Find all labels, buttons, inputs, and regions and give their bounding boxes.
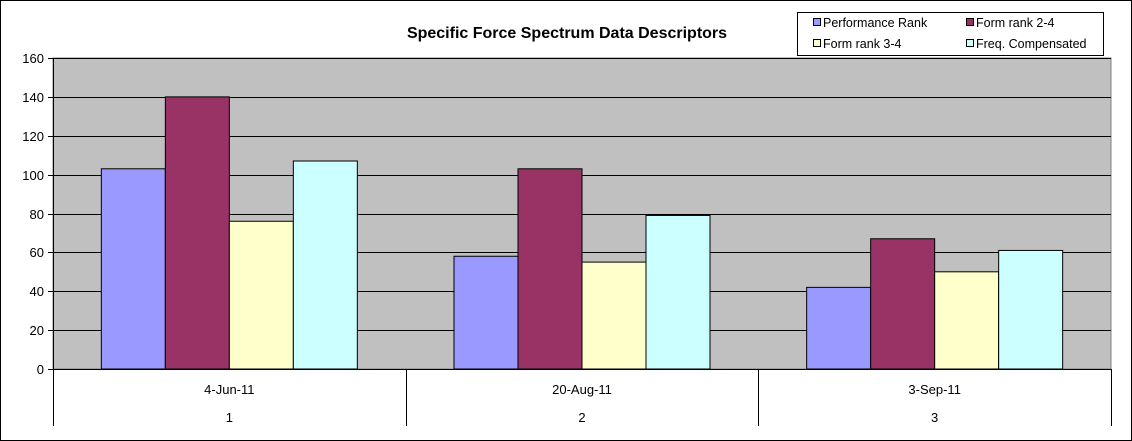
legend-label: Performance Rank: [823, 16, 928, 30]
bar: [164, 96, 230, 370]
axes: 0 20 40 60 80 100 120 140 160 4-Jun-11 1 20-Aug-11 2…: [22, 51, 1112, 426]
bar: [870, 238, 936, 370]
bars: [100, 96, 1064, 370]
bar: [228, 220, 294, 370]
legend-swatch: [813, 39, 821, 47]
legend-label: Freq. Compensated: [976, 37, 1087, 51]
legend-label: Form rank 3-4: [823, 37, 902, 51]
y-tick-label: 20: [30, 323, 44, 338]
y-tick-label: 140: [22, 90, 44, 105]
y-tick-label: 0: [37, 362, 44, 377]
legend-swatch: [813, 18, 821, 26]
legend-box: [797, 12, 1104, 56]
y-tick-label: 60: [30, 245, 44, 260]
bar: [806, 286, 872, 370]
x-tick-label: 20-Aug-11: [552, 382, 612, 397]
x-tick-label: 1: [226, 410, 233, 425]
y-tick-label: 100: [22, 168, 44, 183]
bar: [934, 271, 1000, 370]
bar: [581, 261, 647, 370]
y-tick-label: 40: [30, 284, 44, 299]
y-tick-label: 160: [22, 51, 44, 66]
x-tick-label: 4-Jun-11: [204, 382, 254, 397]
legend-swatch: [966, 39, 974, 47]
chart-title: Specific Force Spectrum Data Descriptors: [407, 25, 727, 42]
bar: [517, 168, 583, 370]
x-tick-label: 2: [578, 410, 585, 425]
y-tick-label: 80: [30, 207, 44, 222]
x-tick-label: 3: [931, 410, 938, 425]
bar: [292, 160, 358, 370]
legend-label: Form rank 2-4: [976, 16, 1055, 30]
x-tick-label: 3-Sep-11: [908, 382, 961, 397]
bar: [453, 255, 519, 370]
legend: Performance Rank Form rank 2-4 Form rank 3…: [797, 12, 1104, 56]
bar: [100, 168, 166, 370]
bar: [645, 214, 711, 370]
bar: [998, 249, 1064, 370]
legend-swatch: [966, 18, 974, 26]
y-tick-label: 120: [22, 129, 44, 144]
